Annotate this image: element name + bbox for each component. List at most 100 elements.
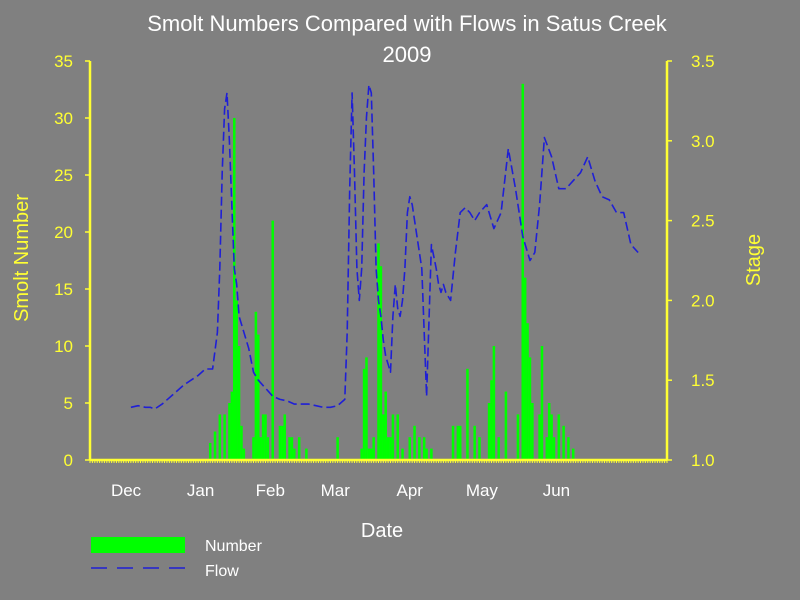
bar (396, 414, 399, 460)
bar (526, 323, 529, 460)
bar (228, 403, 231, 460)
bar (370, 448, 373, 460)
bar (382, 414, 385, 460)
bar (466, 368, 469, 460)
legend-number-swatch (91, 537, 185, 553)
bar (528, 357, 532, 460)
bar (266, 437, 270, 460)
bar (531, 403, 534, 460)
y-axis-right-label: Stage (743, 234, 765, 286)
bar (545, 437, 549, 460)
legend: Number Flow (91, 537, 263, 580)
x-month-label: Apr (397, 481, 424, 500)
bar (293, 448, 296, 460)
bar (451, 425, 455, 460)
bar (473, 425, 476, 460)
bar (297, 437, 301, 460)
bar (386, 437, 390, 460)
y-right-tick-label: 1.0 (691, 451, 715, 470)
bar (523, 277, 527, 460)
bar (377, 243, 380, 460)
bar (281, 425, 284, 460)
bar (257, 334, 260, 460)
bar (401, 448, 404, 460)
flow-line (130, 84, 639, 410)
bars-layer (208, 83, 575, 461)
y-right-tick-label: 2.0 (691, 291, 715, 310)
chart-title-line2: 2009 (383, 42, 432, 67)
y-left-tick-label: 20 (54, 223, 73, 242)
bar (497, 437, 500, 460)
bar (208, 442, 212, 460)
bar (362, 368, 366, 460)
y-axis-left-label: Smolt Number (11, 194, 33, 322)
bar (223, 414, 226, 460)
bar (242, 448, 246, 460)
bar (379, 266, 383, 460)
bar (490, 380, 493, 460)
legend-flow-label: Flow (205, 563, 239, 580)
bar (456, 425, 460, 460)
bar (538, 414, 541, 460)
bar (261, 414, 265, 460)
x-axis-label: Date (361, 520, 403, 542)
axes-layer: 0 5 10 15 20 25 30 35 1.0 1.5 2.0 2.5 3.0 3.5 Dec Jan Fe… (54, 52, 715, 500)
bar (259, 437, 262, 460)
bar (458, 425, 462, 460)
bar (283, 414, 286, 460)
y-right-tick-label: 2.5 (691, 212, 715, 231)
flow-layer (130, 84, 639, 410)
x-month-label: Dec (111, 481, 142, 500)
x-month-label: May (466, 481, 499, 500)
y-left-tick-label: 0 (64, 451, 73, 470)
bar (372, 437, 375, 460)
bar (230, 391, 234, 460)
bar (425, 448, 428, 460)
bar (430, 448, 433, 460)
bar (571, 448, 575, 460)
bar (365, 357, 368, 460)
y-left-tick-label: 25 (54, 166, 73, 185)
y-left-tick-label: 30 (54, 109, 73, 128)
bar (232, 118, 236, 460)
bar (540, 346, 544, 460)
bar (254, 311, 258, 460)
bar (240, 425, 243, 460)
bar (547, 403, 551, 460)
bar (218, 414, 222, 460)
bar (336, 437, 339, 460)
bar (360, 448, 363, 460)
y-left-tick-label: 35 (54, 52, 73, 71)
bar (516, 414, 520, 460)
bar (235, 300, 238, 460)
bar (504, 391, 508, 460)
bar (487, 403, 491, 460)
x-month-label: Mar (321, 481, 351, 500)
bar (288, 437, 291, 460)
bar (418, 437, 421, 460)
bar (278, 425, 282, 460)
bar (552, 437, 556, 460)
bar (271, 220, 274, 460)
bar (264, 414, 267, 460)
legend-number-label: Number (205, 538, 263, 555)
chart-title-line1: Smolt Numbers Compared with Flows in Sat… (147, 11, 668, 36)
bar (384, 391, 387, 460)
y-left-tick-label: 15 (54, 280, 73, 299)
bar (478, 437, 481, 460)
bar (413, 425, 416, 460)
x-month-label: Jan (187, 481, 214, 500)
bar (492, 346, 496, 460)
y-left-tick-label: 5 (64, 394, 73, 413)
bar (521, 83, 525, 461)
bar (252, 437, 255, 460)
y-right-tick-label: 3.0 (691, 132, 715, 151)
bar (422, 437, 426, 460)
bar (557, 414, 561, 460)
x-month-label: Feb (256, 481, 285, 500)
bar (213, 431, 217, 460)
bar (391, 414, 395, 460)
y-right-tick-label: 3.5 (691, 52, 715, 71)
bar (562, 425, 565, 460)
